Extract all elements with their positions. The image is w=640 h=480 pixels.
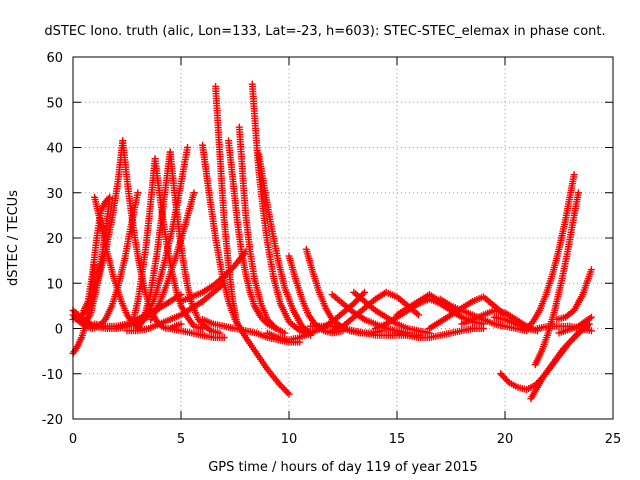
x-tick-label: 5 xyxy=(177,432,185,447)
y-tick-label: -20 xyxy=(42,413,63,428)
data-points xyxy=(69,80,595,403)
data-point xyxy=(281,329,289,337)
data-point xyxy=(479,325,487,332)
data-point xyxy=(274,379,282,387)
data-point xyxy=(220,334,228,342)
y-tick-label: 30 xyxy=(46,187,63,202)
data-series xyxy=(553,266,595,323)
data-series xyxy=(555,313,595,337)
y-tick-label: 10 xyxy=(46,277,63,292)
data-point xyxy=(190,189,198,197)
data-series xyxy=(328,288,423,335)
x-tick-label: 20 xyxy=(497,432,514,447)
data-point xyxy=(183,144,191,151)
data-point xyxy=(271,323,279,331)
y-tick-label: 40 xyxy=(46,142,63,157)
data-point xyxy=(361,288,369,296)
data-series xyxy=(147,189,198,323)
y-tick-label: -10 xyxy=(42,368,63,383)
data-point xyxy=(282,387,290,395)
data-point xyxy=(504,377,512,385)
data-series xyxy=(69,137,127,323)
y-axis-label: dSTEC / TECUs xyxy=(6,190,21,286)
data-point xyxy=(177,320,185,328)
x-axis-label: GPS time / hours of day 119 of year 2015 xyxy=(208,460,478,475)
axis-ticks: 0 5 10 15 20 25 -20 -10 0 10 20 30 40 50 60 xyxy=(42,51,622,447)
data-series xyxy=(523,171,578,332)
data-point xyxy=(134,189,142,197)
data-series xyxy=(458,306,541,335)
data-point xyxy=(141,315,149,323)
data-series xyxy=(123,279,228,335)
data-point xyxy=(206,326,214,334)
data-point xyxy=(351,298,359,306)
data-point xyxy=(276,380,284,388)
data-point xyxy=(106,193,114,201)
data-point xyxy=(280,385,288,393)
data-series xyxy=(533,322,595,335)
data-point xyxy=(277,382,285,390)
data-point xyxy=(285,390,293,398)
data-series xyxy=(231,315,293,398)
data-series xyxy=(531,189,582,369)
data-series xyxy=(248,80,315,339)
x-tick-label: 10 xyxy=(281,432,298,447)
data-series xyxy=(235,123,289,337)
data-series xyxy=(134,144,191,330)
y-tick-label: 50 xyxy=(46,96,63,111)
data-point xyxy=(586,314,594,322)
chart-title: dSTEC Iono. truth (alic, Lon=133, Lat=-2… xyxy=(44,24,605,39)
data-point xyxy=(587,266,595,274)
data-point xyxy=(587,313,595,321)
data-point xyxy=(279,384,287,392)
x-tick-label: 15 xyxy=(389,432,406,447)
data-series xyxy=(527,320,593,403)
data-series xyxy=(393,325,487,342)
y-tick-label: 60 xyxy=(46,51,63,66)
data-point xyxy=(350,300,358,308)
y-tick-label: 0 xyxy=(55,323,63,338)
data-point xyxy=(229,263,237,271)
data-point xyxy=(574,189,582,197)
data-point xyxy=(415,311,423,319)
data-point xyxy=(104,195,112,203)
x-tick-label: 0 xyxy=(69,432,77,447)
y-tick-label: 20 xyxy=(46,232,63,247)
data-series xyxy=(166,325,228,342)
data-point xyxy=(587,327,595,335)
data-series xyxy=(212,82,241,328)
data-series xyxy=(199,141,239,323)
data-series xyxy=(151,155,207,332)
data-point xyxy=(359,290,367,298)
data-point xyxy=(283,388,291,396)
data-point xyxy=(570,171,578,179)
data-series xyxy=(225,137,280,332)
x-tick-label: 25 xyxy=(605,432,622,447)
